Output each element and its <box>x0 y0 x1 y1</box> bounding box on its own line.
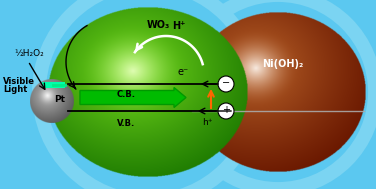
Text: +: + <box>222 105 230 115</box>
Text: Light: Light <box>3 84 27 94</box>
Circle shape <box>218 76 234 92</box>
Text: −: − <box>222 78 230 88</box>
Text: V.B.: V.B. <box>117 119 135 129</box>
Text: C.B.: C.B. <box>117 90 135 99</box>
Text: Ni(OH)₂: Ni(OH)₂ <box>262 59 304 69</box>
Bar <box>42 82 65 88</box>
Text: e⁻: e⁻ <box>177 67 188 77</box>
Text: H⁺: H⁺ <box>173 21 186 31</box>
Circle shape <box>34 0 262 189</box>
Text: WO₃: WO₃ <box>146 20 170 30</box>
Text: Visible: Visible <box>3 77 35 85</box>
FancyArrow shape <box>80 88 186 108</box>
Circle shape <box>218 103 234 119</box>
Circle shape <box>176 0 376 189</box>
Text: ½H₂O₂: ½H₂O₂ <box>14 50 44 59</box>
Text: Pt: Pt <box>55 95 65 105</box>
Text: h⁺: h⁺ <box>202 118 212 127</box>
